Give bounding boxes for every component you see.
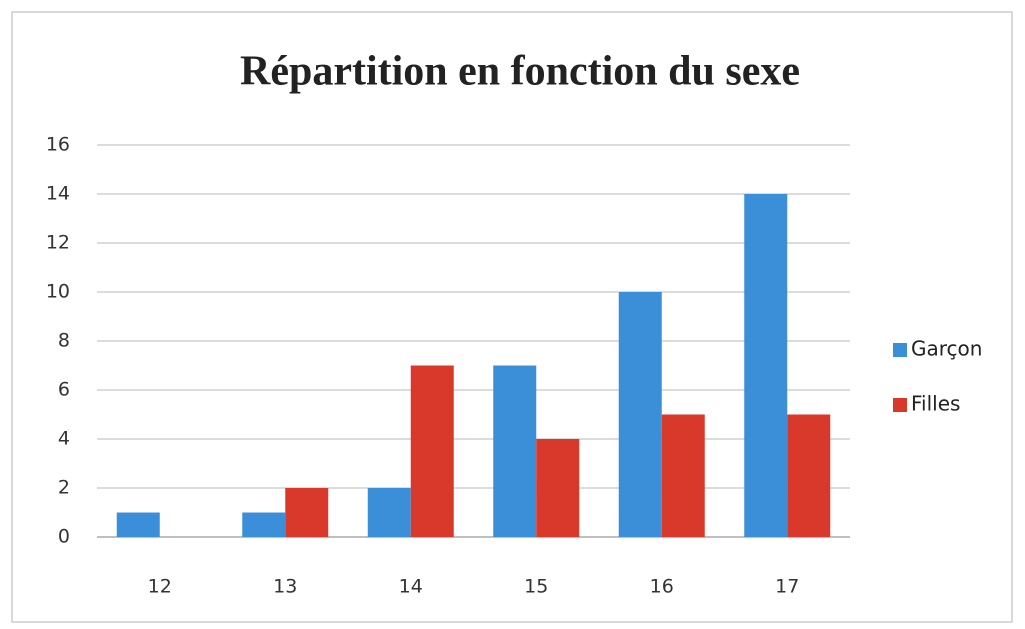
chart-title: Répartition en fonction du sexe — [240, 49, 800, 95]
y-tick-label: 0 — [58, 526, 70, 548]
bar — [661, 414, 705, 537]
bar — [618, 292, 662, 537]
bar — [787, 414, 831, 537]
x-tick-label: 16 — [650, 576, 674, 598]
bar — [116, 512, 160, 537]
y-tick-label: 2 — [58, 477, 70, 499]
bar — [536, 439, 580, 537]
y-tick-label: 8 — [58, 330, 70, 352]
y-tick-label: 14 — [46, 183, 70, 205]
x-tick-label: 13 — [273, 576, 297, 598]
y-tick-label: 6 — [58, 379, 70, 401]
y-tick-label: 4 — [58, 428, 70, 450]
x-tick-label: 12 — [148, 576, 172, 598]
bar — [410, 365, 454, 537]
x-tick-label: 15 — [524, 576, 548, 598]
legend-swatch — [893, 398, 907, 412]
legend-label: Filles — [911, 392, 960, 416]
y-tick-label: 12 — [46, 232, 70, 254]
legend-swatch — [893, 343, 907, 357]
y-tick-label: 16 — [46, 134, 70, 156]
legend-label: Garçon — [911, 337, 982, 361]
bar — [367, 488, 411, 537]
bar — [493, 365, 537, 537]
x-tick-label: 17 — [775, 576, 799, 598]
x-tick-label: 14 — [399, 576, 423, 598]
bar — [242, 512, 286, 537]
bar — [744, 194, 788, 537]
bar — [285, 488, 329, 537]
y-tick-label: 10 — [46, 281, 70, 303]
